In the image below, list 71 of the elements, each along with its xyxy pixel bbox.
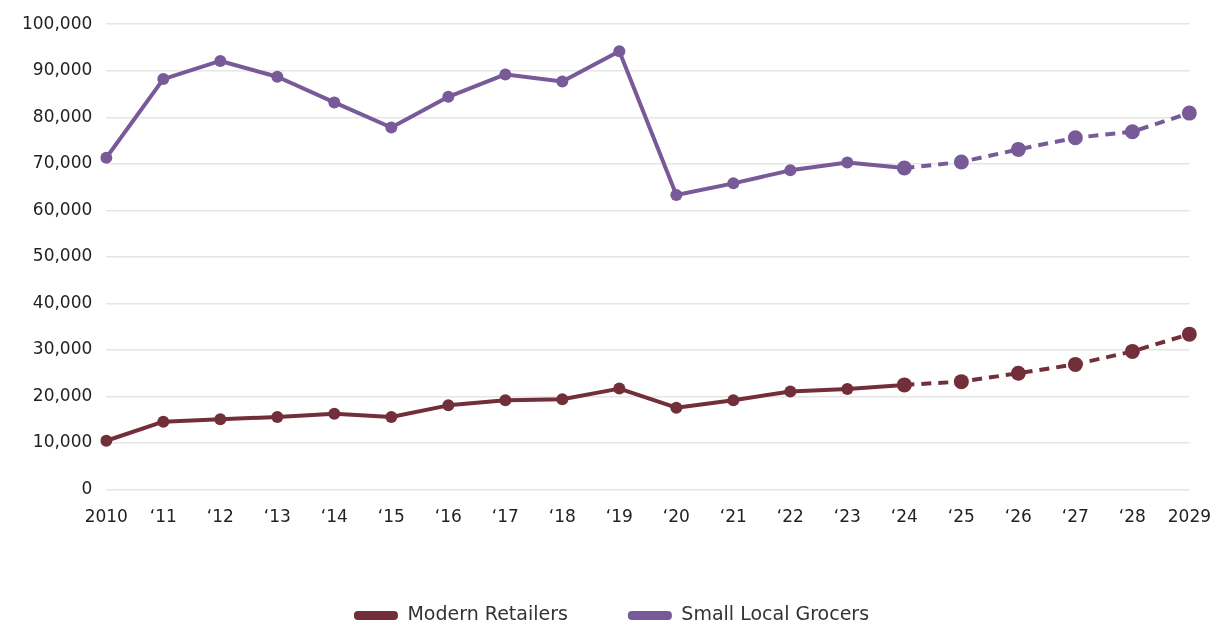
- point: [157, 73, 170, 86]
- y-tick-label: 60,000: [32, 198, 93, 219]
- point: [727, 177, 740, 190]
- y-tick-label: 70,000: [32, 152, 93, 173]
- point: [328, 407, 341, 420]
- point: [670, 189, 683, 201]
- point: [499, 68, 512, 81]
- point: [157, 415, 170, 428]
- x-tick-label: 2029: [1167, 506, 1211, 527]
- point: [385, 411, 398, 423]
- y-tick-label: 30,000: [32, 338, 93, 359]
- point: [442, 399, 455, 412]
- x-tick-label: ‘22: [776, 506, 804, 527]
- x-tick-label: ‘13: [263, 506, 291, 527]
- point: [1181, 105, 1197, 121]
- point: [784, 164, 797, 177]
- point: [953, 374, 969, 390]
- x-tick-label: ‘27: [1061, 506, 1089, 527]
- x-tick-label: ‘12: [206, 506, 234, 527]
- x-tick-label: ‘17: [491, 506, 519, 527]
- y-tick-label: 20,000: [32, 384, 93, 405]
- point: [1010, 141, 1026, 157]
- point: [1124, 343, 1140, 359]
- point: [556, 393, 569, 406]
- point: [442, 90, 455, 103]
- point: [1067, 130, 1083, 146]
- y-tick-label: 100,000: [21, 12, 93, 33]
- point: [1124, 124, 1140, 140]
- point: [613, 382, 626, 395]
- point: [953, 154, 969, 170]
- point: [214, 54, 227, 67]
- point: [841, 156, 854, 169]
- point: [100, 151, 113, 164]
- y-tick-label: 10,000: [32, 431, 93, 452]
- y-tick-label: 90,000: [32, 59, 93, 80]
- point: [1010, 365, 1026, 381]
- y-tick-label: 0: [81, 478, 93, 499]
- point: [727, 394, 740, 407]
- point: [784, 385, 797, 398]
- x-tick-label: ‘28: [1118, 506, 1146, 527]
- point: [214, 413, 227, 426]
- x-tick-label: ‘19: [605, 506, 633, 527]
- x-tick-label: ‘23: [833, 506, 861, 527]
- x-tick-label: ‘14: [320, 506, 348, 527]
- y-tick-label: 40,000: [32, 291, 93, 312]
- point: [1181, 326, 1197, 342]
- point: [1067, 356, 1083, 372]
- x-tick-label: ‘18: [548, 506, 576, 527]
- x-tick-label: ‘21: [719, 506, 747, 527]
- x-tick-label: ‘20: [662, 506, 690, 527]
- point: [328, 96, 341, 109]
- point: [670, 401, 683, 414]
- x-tick-label: 2010: [84, 506, 128, 527]
- point: [613, 45, 626, 58]
- point: [271, 411, 284, 423]
- x-tick-label: ‘11: [149, 506, 177, 527]
- x-tick-label: ‘26: [1004, 506, 1032, 527]
- x-tick-label: ‘24: [890, 506, 918, 527]
- legend-label: Small Local Grocers: [681, 602, 870, 625]
- point: [271, 70, 284, 83]
- y-tick-label: 80,000: [32, 105, 93, 126]
- point: [385, 121, 398, 134]
- legend-label: Modern Retailers: [407, 602, 568, 625]
- x-tick-label: ‘16: [434, 506, 462, 527]
- x-tick-label: ‘25: [947, 506, 975, 527]
- point: [100, 434, 113, 447]
- point: [556, 75, 569, 88]
- point: [841, 383, 854, 396]
- x-tick-label: ‘15: [377, 506, 405, 527]
- y-tick-label: 50,000: [32, 245, 93, 266]
- point: [499, 394, 512, 407]
